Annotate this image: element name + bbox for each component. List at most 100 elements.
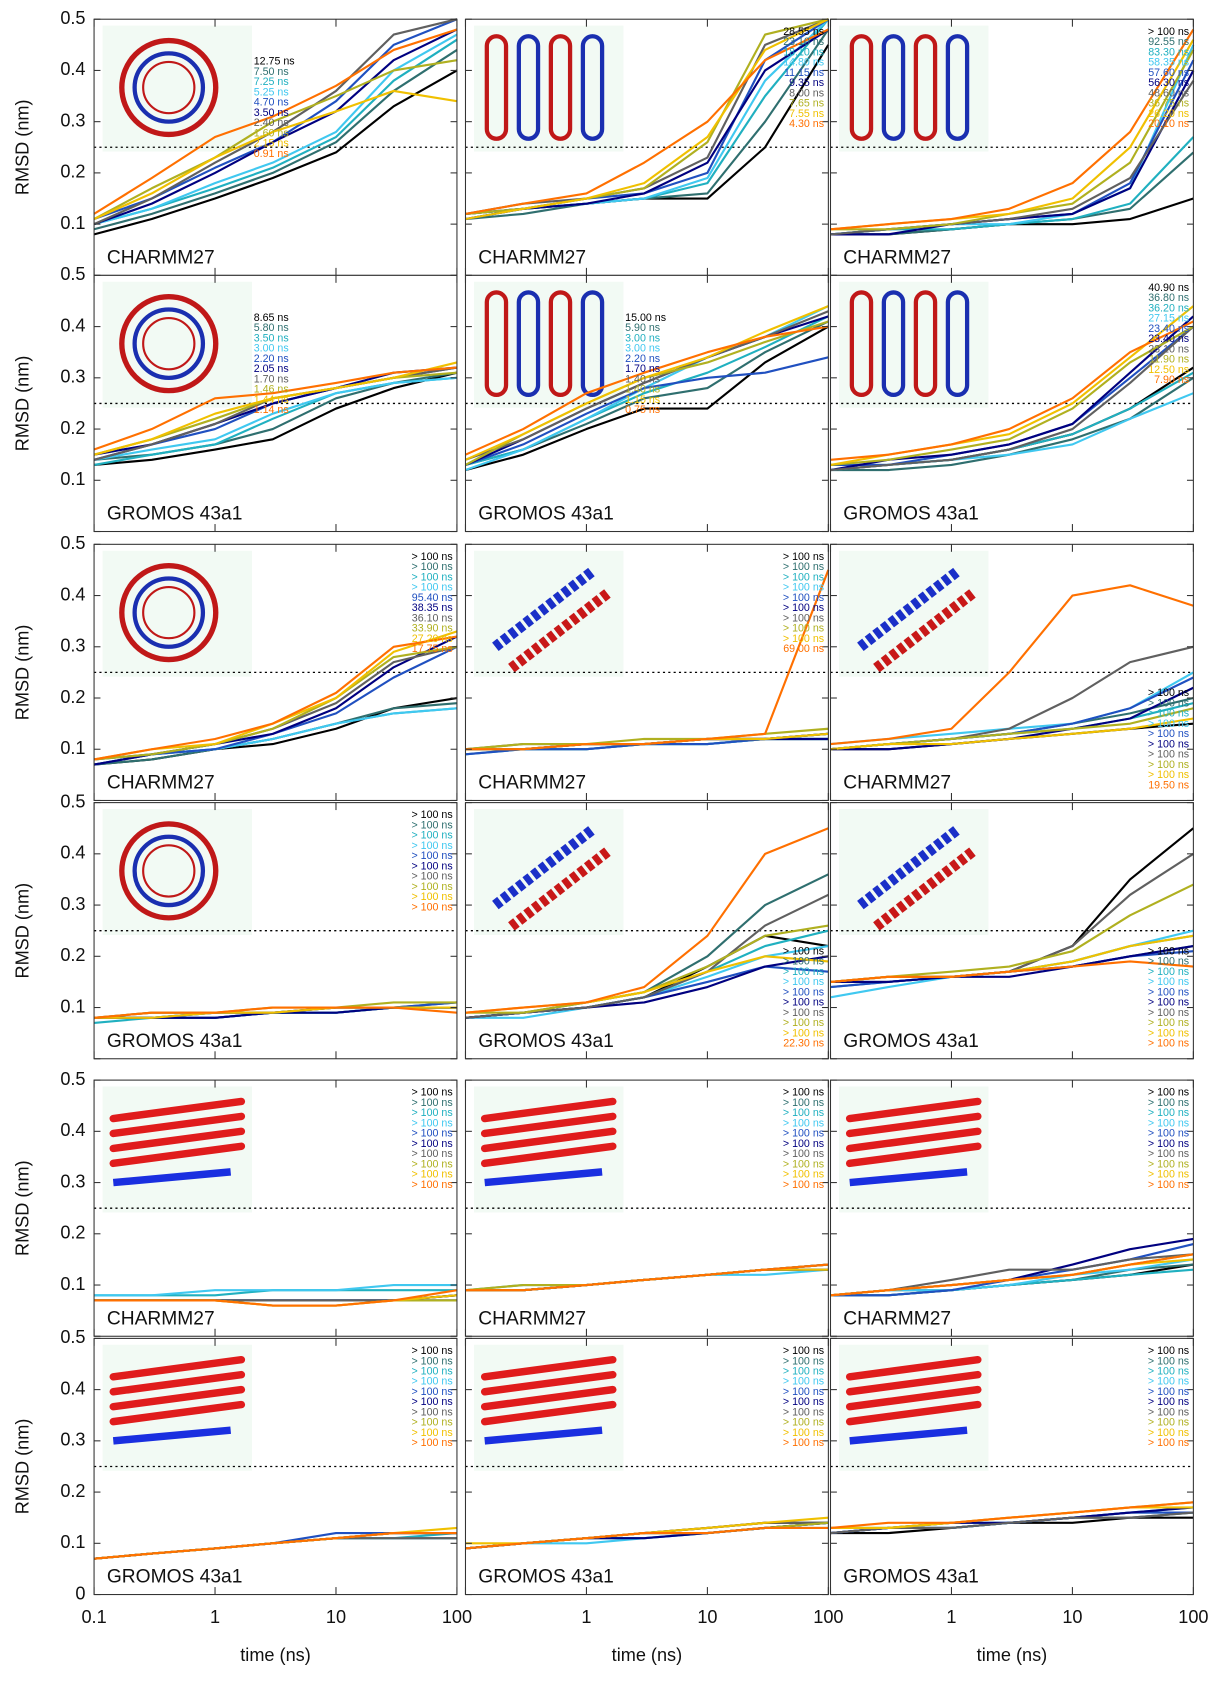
legend-label: 1.14 ns: [254, 404, 289, 416]
page: {"chart_data": [ {"type": "line", "label…: [0, 0, 1217, 1697]
legend-label: 20.10 ns: [1148, 118, 1189, 130]
y-axis-label: RMSD (nm): [12, 883, 32, 979]
y-tick-label: 0.2: [60, 162, 85, 182]
force-field-label: GROMOS 43a1: [843, 504, 979, 525]
y-tick-label: 0: [75, 1583, 85, 1603]
force-field-label: CHARMM27: [843, 772, 951, 793]
x-tick-label: 100: [1178, 1607, 1208, 1627]
panel: GROMOS 43a140.90 ns36.80 ns36.20 ns27.15…: [830, 275, 1193, 531]
legend-label: > 100 ns: [411, 1437, 452, 1449]
legend-label: 69.00 ns: [783, 643, 824, 655]
force-field-label: GROMOS 43a1: [107, 1031, 243, 1052]
force-field-label: GROMOS 43a1: [107, 504, 243, 525]
y-tick-label: 0.2: [60, 687, 85, 707]
y-tick-label: 0.1: [60, 213, 85, 233]
structure-inset: [839, 809, 988, 935]
legend-label: > 100 ns: [1148, 1179, 1189, 1191]
y-tick-label: 0.4: [60, 1120, 85, 1140]
panel: CHARMM27> 100 ns92.55 ns83.30 ns58.35 ns…: [830, 19, 1193, 275]
panel: 00.10.20.30.40.50.1110100GROMOS 43a1RMSD…: [12, 1327, 472, 1665]
x-tick-label: 1: [210, 1607, 220, 1627]
y-axis-label: RMSD (nm): [12, 356, 32, 452]
force-field-label: CHARMM27: [843, 247, 951, 268]
force-field-label: GROMOS 43a1: [107, 1567, 243, 1588]
legend-label: 7.90 ns: [1154, 374, 1189, 386]
x-tick-label: 1: [581, 1607, 591, 1627]
panel: CHARMM27> 100 ns> 100 ns> 100 ns> 100 ns…: [465, 544, 828, 800]
force-field-label: CHARMM27: [478, 772, 586, 793]
y-tick-label: 0.1: [60, 1274, 85, 1294]
y-tick-label: 0.4: [60, 843, 85, 863]
x-tick-label: 100: [813, 1607, 843, 1627]
panel: 0.10.20.30.40.5GROMOS 43a1RMSD (nm)8.65 …: [12, 264, 457, 531]
x-tick-label: 10: [697, 1607, 717, 1627]
x-tick-label: 10: [326, 1607, 346, 1627]
legend-label: > 100 ns: [411, 901, 452, 913]
x-tick-label: 10: [1062, 1607, 1082, 1627]
force-field-label: CHARMM27: [478, 1308, 586, 1329]
x-tick-label: 1: [946, 1607, 956, 1627]
x-axis-label: time (ns): [977, 1645, 1047, 1665]
force-field-label: CHARMM27: [107, 247, 215, 268]
structure-inset: [474, 809, 623, 935]
y-tick-label: 0.2: [60, 1481, 85, 1501]
force-field-label: GROMOS 43a1: [843, 1567, 979, 1588]
panel: CHARMM27> 100 ns> 100 ns> 100 ns> 100 ns…: [830, 544, 1193, 800]
y-tick-label: 0.1: [60, 996, 85, 1016]
y-tick-label: 0.2: [60, 1223, 85, 1243]
y-tick-label: 0.1: [60, 738, 85, 758]
panel: 0.1 0.2 0.3 0.4 0.5 GROMOS 43a1 RMSD (nm) > 100…: [12, 791, 457, 1058]
legend-label: 0.75 ns: [625, 404, 660, 416]
force-field-label: CHARMM27: [478, 247, 586, 268]
force-field-label: CHARMM27: [107, 1308, 215, 1329]
figure: 0.10.20.30.40.5CHARMM27RMSD (nm)12.75 ns…: [0, 0, 1217, 1697]
legend-label: > 100 ns: [783, 1437, 824, 1449]
y-axis-label: RMSD (nm): [12, 99, 32, 195]
legend-label: 22.30 ns: [783, 1038, 824, 1050]
y-tick-label: 0.3: [60, 1171, 85, 1191]
force-field-label: GROMOS 43a1: [478, 504, 614, 525]
y-tick-label: 0.5: [60, 1327, 85, 1347]
panel: 0.1 0.2 0.3 0.4 0.5 CHARMM27 RMSD (nm) > 100 ns…: [12, 1069, 457, 1336]
panel: 0.10.20.30.40.5CHARMM27RMSD (nm)> 100 ns…: [12, 533, 457, 800]
y-tick-label: 0.4: [60, 315, 85, 335]
y-axis-label: RMSD (nm): [12, 1160, 32, 1256]
force-field-label: GROMOS 43a1: [843, 1031, 979, 1052]
structure-inset: [839, 551, 988, 677]
force-field-label: CHARMM27: [107, 772, 215, 793]
y-tick-label: 0.5: [60, 791, 85, 811]
y-tick-label: 0.5: [60, 8, 85, 28]
y-tick-label: 0.3: [60, 367, 85, 387]
legend-label: 4.30 ns: [789, 118, 824, 130]
panel: CHARMM27> 100 ns> 100 ns> 100 ns> 100 ns…: [465, 1080, 828, 1336]
legend-label: > 100 ns: [411, 1179, 452, 1191]
y-tick-label: 0.3: [60, 636, 85, 656]
legend-label: > 100 ns: [1148, 1038, 1189, 1050]
structure-inset: [474, 551, 623, 677]
y-tick-label: 0.1: [60, 469, 85, 489]
force-field-label: CHARMM27: [843, 1308, 951, 1329]
panel: GROMOS 43a1> 100 ns> 100 ns> 100 ns> 100…: [465, 803, 828, 1059]
y-tick-label: 0.4: [60, 59, 85, 79]
panel: GROMOS 43a1> 100 ns> 100 ns> 100 ns> 100…: [830, 803, 1193, 1059]
y-axis-label: RMSD (nm): [12, 1419, 32, 1515]
legend-label: 0.91 ns: [254, 148, 289, 160]
y-axis-label: RMSD (nm): [12, 625, 32, 721]
y-tick-label: 0.1: [60, 1532, 85, 1552]
panel: CHARMM2728.55 ns23.10 ns18.10 ns14.80 ns…: [465, 19, 828, 275]
force-field-label: GROMOS 43a1: [478, 1031, 614, 1052]
y-tick-label: 0.5: [60, 1069, 85, 1089]
legend-label: > 100 ns: [783, 1179, 824, 1191]
y-tick-label: 0.3: [60, 894, 85, 914]
panel: GROMOS 43a115.00 ns5.90 ns3.00 ns3.00 ns…: [465, 275, 828, 531]
y-tick-label: 0.4: [60, 1378, 85, 1398]
y-tick-label: 0.5: [60, 533, 85, 553]
y-tick-label: 0.3: [60, 110, 85, 130]
y-tick-label: 0.2: [60, 945, 85, 965]
x-axis-label: time (ns): [612, 1645, 683, 1665]
legend-label: > 100 ns: [1148, 1437, 1189, 1449]
x-axis-label: time (ns): [240, 1645, 311, 1665]
y-tick-label: 0.4: [60, 584, 85, 604]
legend-label: 17.75 ns: [412, 643, 453, 655]
